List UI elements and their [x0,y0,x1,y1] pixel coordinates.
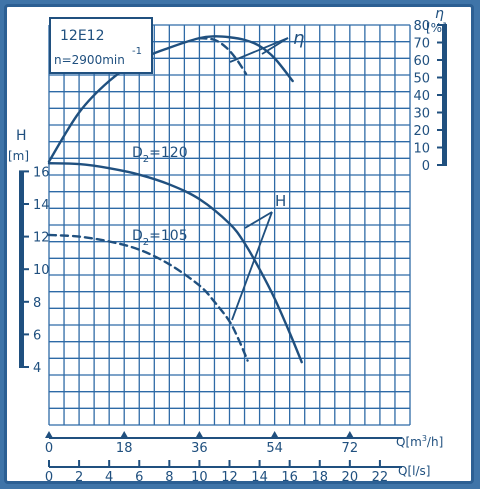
ls-tick-label: 14 [251,470,268,485]
eta-tick-label: 10 [413,142,430,157]
eta-tick-label: 60 [413,54,430,69]
eta-tick-label: 80 [413,19,430,34]
curve-head-2 [47,162,303,364]
h-tick-label: 10 [33,263,50,278]
eta-tick-label: 30 [413,107,430,122]
h-tick-label: 12 [33,231,50,246]
curve-efficiency-1 [198,36,248,76]
speed-label: n=2900min [54,53,125,67]
ls-tick-label: 2 [75,470,83,485]
x-axis-title-m3h: Q[m3/h] [396,434,443,449]
h-axis-unit: [m] [8,149,29,163]
m3h-tick [270,431,279,438]
pump-label: 12E12 [60,28,104,44]
eta-tick-label: 70 [413,37,430,52]
performance-curves [47,35,303,364]
tick-labels: 4 6 8 10 12 14 16 0 10 20 30 40 50 60 70 80 0 18 36 54 72 0 2 4… [19,19,447,485]
m3h-tick [120,431,129,438]
ls-tick-label: 6 [135,470,143,485]
h-tick-label: 4 [33,361,41,376]
curve-head-3 [47,233,249,362]
ls-tick-label: 0 [45,470,53,485]
speed-exponent: -1 [132,46,142,57]
m3h-tick-label: 18 [116,441,133,456]
m3h-tick [45,431,53,438]
d105-label: D2=105 [132,228,188,248]
h-leader-a [244,211,273,229]
h-tick-label: 14 [33,198,50,213]
m3h-tick-label: 54 [266,441,283,456]
ls-tick-label: 20 [342,470,359,485]
title-box [49,17,153,74]
curve-efficiency-0 [47,35,294,163]
eta-leader-b [229,37,289,63]
ls-tick-label: 8 [165,470,173,485]
h-tick-label: 16 [33,165,50,180]
eta-tick-label: 20 [413,124,430,139]
m3h-tick-label: 72 [342,441,359,456]
h-curve-label: H [275,192,286,210]
grid-lines [48,24,411,426]
x-axis-title-ls: Q[l/s] [398,464,430,478]
ls-tick-label: 12 [221,470,238,485]
eta-tick-label: 50 [413,72,430,87]
chart-frame [4,4,474,484]
eta-tick-label: 0 [422,159,430,174]
eta-curve-label: η [293,28,304,49]
ls-tick-label: 22 [372,470,389,485]
m3h-tick-label: 36 [191,441,208,456]
ls-tick-label: 18 [311,470,328,485]
eta-tick-label: 40 [413,89,430,104]
eta-axis-unit: [%] [426,21,447,35]
h-leader-b [231,211,273,321]
m3h-tick [195,431,204,438]
m3h-tick [345,431,354,438]
h-tick-label: 6 [33,328,41,343]
d120-label: D2=120 [132,145,188,165]
h-tick-label: 8 [33,296,41,311]
m3h-tick-label: 0 [45,441,53,456]
eta-axis-title: η [435,6,444,22]
ls-tick-label: 10 [191,470,208,485]
ls-tick-label: 4 [105,470,113,485]
ls-tick-label: 16 [281,470,298,485]
h-axis-title: H [16,128,27,144]
